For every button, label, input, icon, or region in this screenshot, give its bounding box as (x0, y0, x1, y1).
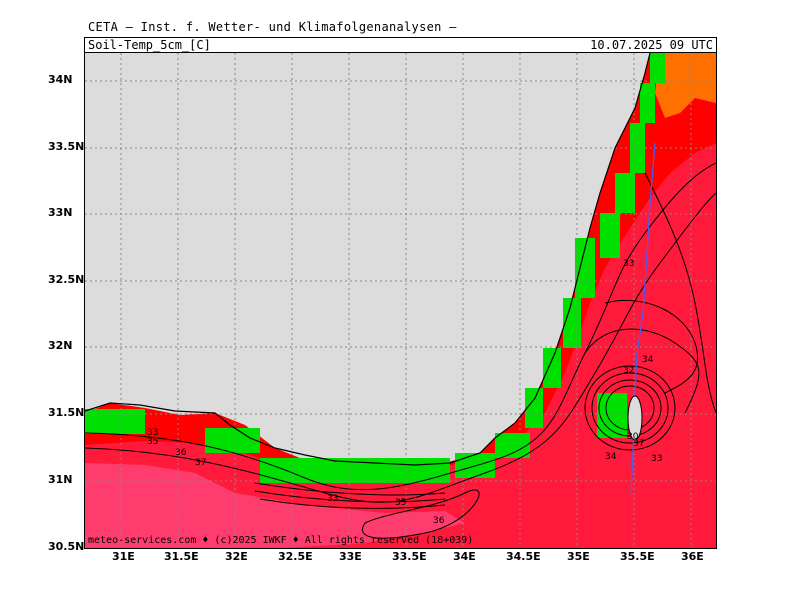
lon-label: 32E (225, 550, 248, 563)
contour-label: 32 (623, 366, 634, 376)
lat-label: 30.5N (48, 540, 85, 553)
chart-title: CETA — Inst. f. Wetter- und Klimafolgena… (88, 20, 457, 34)
valid-time-label: 10.07.2025 09 UTC (590, 38, 713, 52)
dead-sea (627, 395, 643, 441)
contour-label: 33 (623, 259, 634, 269)
lon-label: 33E (339, 550, 362, 563)
lat-label: 31.5N (48, 406, 85, 419)
land-orange (655, 53, 716, 118)
contour-label: 33 (651, 454, 662, 464)
land-crimson (85, 143, 716, 548)
parameter-label: Soil-Temp_5cm_[C] (88, 38, 211, 52)
contour-label: 35 (147, 437, 158, 447)
contour-label: 33 (327, 494, 338, 504)
contour-label: 34 (642, 355, 654, 365)
map-canvas: 33 35 36 37 33 35 36 33 34 32 34 33 30 3… (85, 53, 716, 548)
contour-label: 37 (633, 439, 644, 449)
coastline (85, 53, 651, 466)
lon-label: 35.5E (620, 550, 655, 563)
lon-label: 35E (567, 550, 590, 563)
contour-label-group: 33 35 36 37 33 35 36 33 34 32 34 33 30 3… (147, 259, 662, 526)
contour-label: 36 (175, 448, 187, 458)
header-bar: Soil-Temp_5cm_[C] 10.07.2025 09 UTC (84, 37, 717, 53)
lat-label: 33N (48, 206, 73, 219)
contour-label: 33 (147, 428, 158, 438)
lat-label: 31N (48, 473, 73, 486)
lat-label: 33.5N (48, 140, 85, 153)
land-pink (85, 463, 465, 548)
river-jordan (630, 142, 656, 494)
lon-label: 34E (453, 550, 476, 563)
isolines (85, 162, 716, 539)
lon-label: 36E (681, 550, 704, 563)
contour-label: 37 (195, 458, 206, 468)
map-panel: 33 35 36 37 33 35 36 33 34 32 34 33 30 3… (84, 52, 717, 549)
copyright-notice: meteo-services.com ♦ (c)2025 IWKF ♦ All … (88, 535, 474, 546)
contour-label: 36 (433, 516, 445, 526)
contour-label: 30 (627, 432, 639, 442)
lon-label: 32.5E (278, 550, 313, 563)
contour-label: 34 (605, 452, 617, 462)
lon-label: 34.5E (506, 550, 541, 563)
lon-label: 31E (112, 550, 135, 563)
contour-label: 35 (395, 498, 406, 508)
lat-label: 32.5N (48, 273, 85, 286)
lat-label: 32N (48, 339, 73, 352)
lat-label: 34N (48, 73, 73, 86)
lon-label: 31.5E (164, 550, 199, 563)
graticule (85, 53, 716, 548)
lon-label: 33.5E (392, 550, 427, 563)
